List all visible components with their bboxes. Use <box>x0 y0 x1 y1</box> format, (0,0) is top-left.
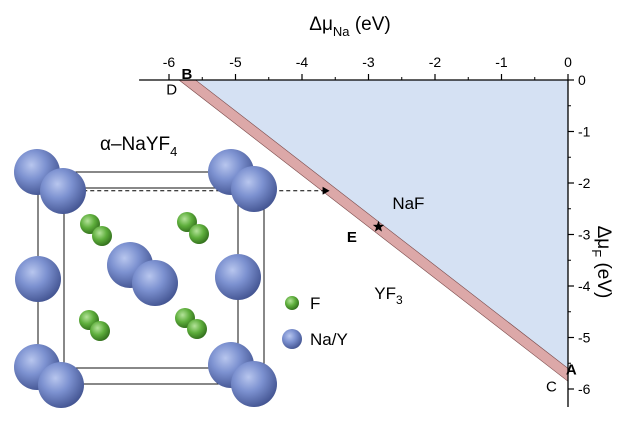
crystal-structure-illustration: α–NaYF4 <box>14 134 348 408</box>
na-y-atom <box>40 168 86 214</box>
crystal-title: α–NaYF4 <box>100 134 177 159</box>
y-tick-label: 0 <box>578 72 586 88</box>
chemical-potential-plot: -6 -5 -4 -3 -2 -1 0 0 -1 -2 -3 -4 -5 -6 ΔμNa (eV) Δμ… <box>69 14 614 408</box>
point-label-a: A <box>566 361 577 378</box>
na-y-atoms-front <box>15 166 277 408</box>
na-y-atom <box>15 256 61 302</box>
atom-legend: F Na/Y <box>282 294 348 349</box>
y-axis-ticks: 0 -1 -2 -3 -4 -5 -6 <box>568 72 591 397</box>
x-axis-title: ΔμNa (eV) <box>309 14 390 39</box>
f-atoms <box>79 212 209 341</box>
y-tick-label: -2 <box>578 175 591 191</box>
y-tick-label: -4 <box>578 278 591 294</box>
point-label-b: B <box>182 66 193 83</box>
na-y-atom <box>231 166 277 212</box>
legend-label-na-y: Na/Y <box>310 330 348 349</box>
x-tick-label: -1 <box>495 54 508 70</box>
x-tick-label: 0 <box>564 54 572 70</box>
point-label-c: C <box>546 378 557 395</box>
legend-label-f: F <box>310 294 320 313</box>
y-axis-title: ΔμF (eV) <box>589 226 614 299</box>
x-tick-label: -5 <box>229 54 242 70</box>
na-y-atom <box>231 361 277 407</box>
region-labels: NaF YF3 <box>374 194 424 307</box>
na-y-atom <box>132 260 178 306</box>
y-tick-label: -1 <box>578 124 591 140</box>
x-tick-label: -3 <box>362 54 375 70</box>
point-labels: BD AC E <box>166 66 577 396</box>
na-y-atom <box>38 362 84 408</box>
point-label-d: D <box>166 81 177 98</box>
star-marker <box>372 220 385 232</box>
region-label: NaF <box>392 194 424 213</box>
x-tick-label: -4 <box>296 54 309 70</box>
f-atom <box>189 224 209 244</box>
f-atom <box>187 319 207 339</box>
f-atom <box>92 226 112 246</box>
y-tick-label: -6 <box>578 381 591 397</box>
blue-sphere-icon <box>282 329 302 349</box>
region-label: YF3 <box>374 284 403 307</box>
f-atom <box>90 321 110 341</box>
na-y-atom <box>215 254 261 300</box>
x-tick-label: -6 <box>163 54 176 70</box>
point-label-e: E <box>347 229 357 246</box>
y-tick-label: -5 <box>578 330 591 346</box>
y-tick-label: -3 <box>578 227 591 243</box>
x-tick-label: -2 <box>429 54 442 70</box>
green-sphere-icon <box>285 296 299 310</box>
x-axis-ticks: -6 -5 -4 -3 -2 -1 0 <box>163 54 572 80</box>
